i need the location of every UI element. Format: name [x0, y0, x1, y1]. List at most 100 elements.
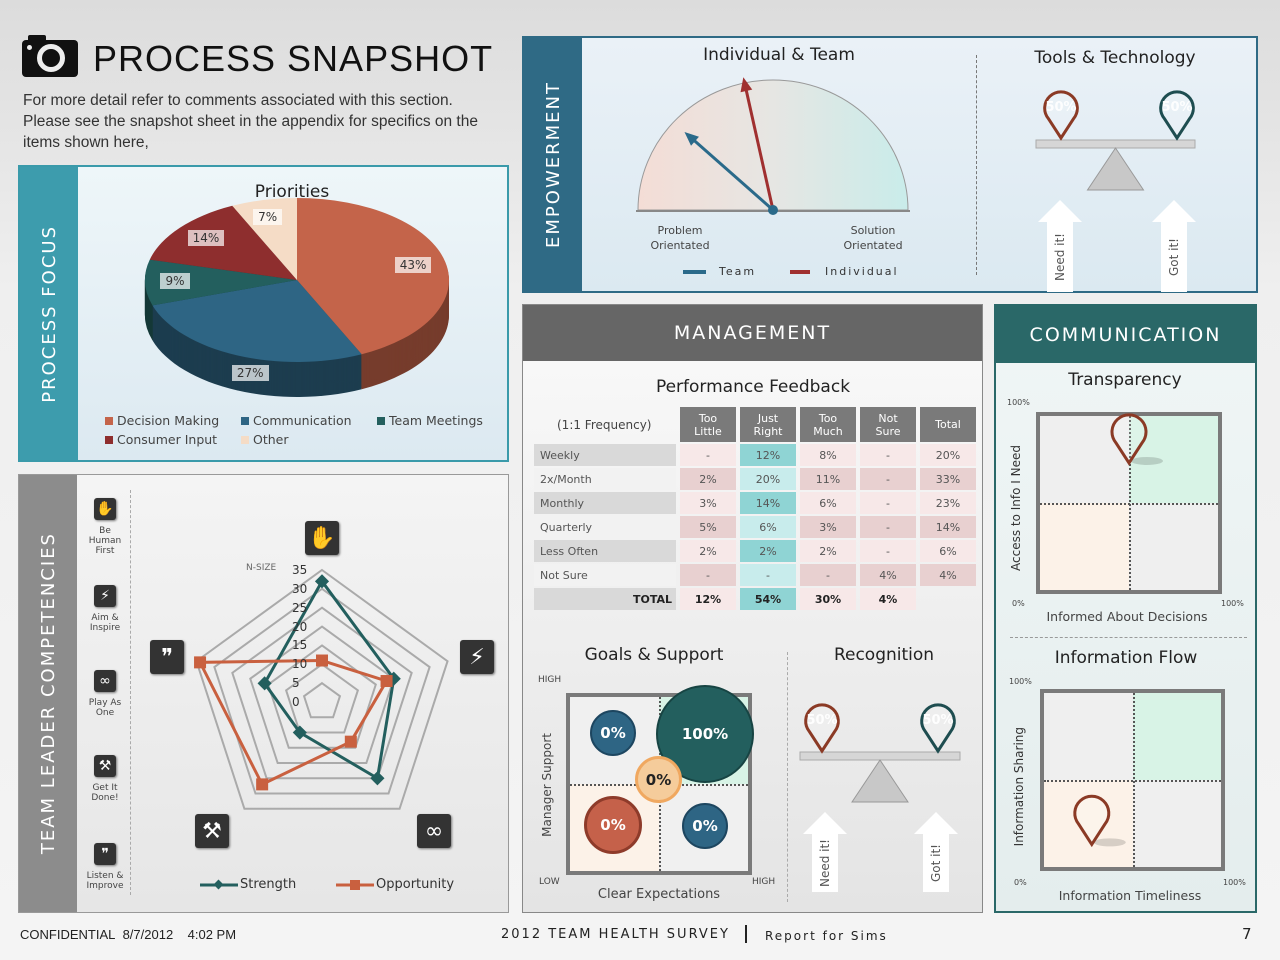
goals-x-label: Clear Expectations	[597, 887, 721, 902]
table-cell: -	[860, 468, 916, 490]
row-label: 2x/Month	[534, 468, 676, 490]
legend-opportunity: Opportunity	[336, 877, 454, 892]
table-cell: 3%	[680, 492, 736, 514]
table-cell: 5%	[680, 516, 736, 538]
axis-min: 0%	[1012, 599, 1025, 608]
total-cell: 54%	[740, 588, 796, 610]
axis-x-max: 100%	[1223, 878, 1246, 887]
table-cell: 12%	[740, 444, 796, 466]
table-cell: 11%	[800, 468, 856, 490]
pin-percent: 50%	[1161, 100, 1193, 116]
competency-label: Be Human First	[88, 526, 122, 556]
radar-legend: Strength Opportunity	[200, 877, 480, 895]
recognition-title: Recognition	[833, 645, 935, 665]
need-it-arrow: Need it!	[803, 812, 847, 892]
lightning-icon: ⚡	[94, 585, 116, 607]
table-cell: 2%	[800, 540, 856, 562]
table-row: Quarterly 5% 6% 3% -14%	[534, 516, 976, 538]
frequency-label: (1:1 Frequency)	[557, 418, 652, 432]
row-label: TOTAL	[534, 588, 676, 610]
radar-tick-label: 20	[292, 619, 308, 634]
row-label: Monthly	[534, 492, 676, 514]
column-header: Not Sure	[860, 407, 916, 442]
table-cell: -	[800, 564, 856, 586]
table-cell: -	[860, 540, 916, 562]
table-row: 2x/Month 2% 20% 11% -33%	[534, 468, 976, 490]
divider	[787, 652, 788, 902]
pie-title: Priorities	[254, 182, 330, 202]
empowerment-label: EMPOWERMENT	[542, 81, 564, 248]
competency-label: Get It Done!	[91, 783, 119, 803]
flow-title: Information Flow	[1054, 648, 1198, 668]
legend-item: Decision Making	[105, 413, 241, 428]
axis-min: 0%	[1014, 878, 1027, 887]
flow-x-label: Information Timeliness	[1058, 888, 1202, 903]
legend-swatch	[377, 416, 385, 425]
row-label: Quarterly	[534, 516, 676, 538]
pin-percent: 50%	[922, 713, 954, 729]
legend-swatch	[241, 416, 249, 425]
column-header: Too Little	[680, 407, 736, 442]
competency-item: ❞ Listen & Improve	[80, 843, 130, 891]
legend-strength: Strength	[200, 877, 296, 892]
performance-table: Too Little Just Right Too Much Not Sure Total Wee…	[530, 405, 980, 612]
shovels-icon: ⚒	[94, 755, 116, 777]
competency-label: Aim & Inspire	[89, 613, 121, 633]
column-header: Too Much	[800, 407, 856, 442]
table-cell: 2%	[680, 540, 736, 562]
table-cell: 6%	[740, 516, 796, 538]
radar-tick-label: 0	[292, 695, 300, 709]
management-title: MANAGEMENT	[673, 322, 832, 344]
axis-max: 100%	[1009, 677, 1032, 686]
radar-tick-label: 25	[292, 600, 308, 615]
legend-swatch	[105, 435, 113, 444]
divider	[1010, 637, 1247, 638]
table-cell: -	[860, 444, 916, 466]
table-cell: -	[680, 444, 736, 466]
got-it-arrow: Got it!	[914, 812, 958, 892]
table-cell: 4%	[920, 564, 976, 586]
total-cell: 4%	[860, 588, 916, 610]
table-cell: 14%	[740, 492, 796, 514]
performance-title: Performance Feedback	[655, 377, 851, 397]
lightning-icon: ⚡	[460, 640, 494, 674]
competency-item: ∞ Play As One	[80, 670, 130, 718]
transparency-title: Transparency	[1068, 370, 1182, 390]
table-cell: -	[860, 492, 916, 514]
chain-link-icon: ∞	[417, 814, 451, 848]
transparency-matrix	[1036, 412, 1222, 594]
table-row: Less Often 2% 2% 2% -6%	[534, 540, 976, 562]
gauge-legend-individual: Individual	[790, 265, 899, 278]
communication-title: COMMUNICATION	[1029, 323, 1222, 346]
process-focus-label: PROCESS FOCUS	[38, 224, 60, 403]
radar-tick-label: 30	[292, 581, 308, 596]
legend-swatch	[105, 416, 113, 425]
legend-item: Other	[241, 432, 361, 447]
camera-icon	[22, 35, 78, 77]
row-label: Not Sure	[534, 564, 676, 586]
page-number: 7	[1242, 925, 1252, 943]
column-header: Total	[920, 407, 976, 442]
table-cell: 14%	[920, 516, 976, 538]
table-cell: 3%	[800, 516, 856, 538]
got-it-arrow: Got it!	[1152, 200, 1196, 292]
table-cell: -	[680, 564, 736, 586]
table-cell: -	[740, 564, 796, 586]
bubble-bottom-right: 0%	[682, 803, 728, 849]
tools-title: Tools & Technology	[1034, 48, 1196, 68]
table-cell: 8%	[800, 444, 856, 466]
goals-high-x: HIGH	[752, 877, 776, 887]
bubble-bottom-left: 0%	[584, 796, 642, 854]
table-cell: 6%	[920, 540, 976, 562]
table-cell: 23%	[920, 492, 976, 514]
flow-y-label: Information Sharing	[1012, 727, 1026, 847]
page-title: PROCESS SNAPSHOT	[93, 38, 494, 79]
pie-data-label: 43%	[394, 257, 432, 274]
competency-label: Play As One	[88, 698, 122, 718]
table-cell: 4%	[860, 564, 916, 586]
page-description: For more detail refer to comments associ…	[23, 92, 478, 151]
table-cell: 20%	[920, 444, 976, 466]
goals-title: Goals & Support	[584, 645, 724, 665]
table-total-row: TOTAL 12% 54% 30% 4%	[534, 588, 976, 610]
chat-bubbles-icon: ❞	[150, 640, 184, 674]
